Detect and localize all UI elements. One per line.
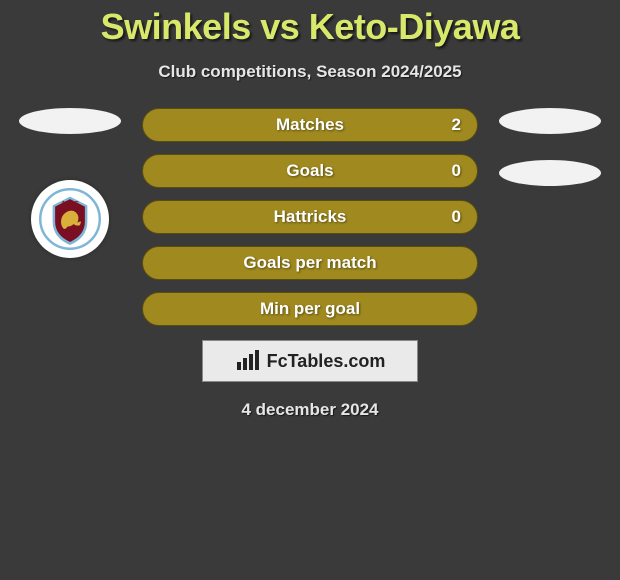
player2-name: Keto-Diyawa [309, 6, 520, 47]
stat-label: Min per goal [260, 299, 360, 319]
stat-label: Matches [276, 115, 344, 135]
vs-label: vs [260, 6, 299, 47]
stat-bar: Goals per match [142, 246, 478, 280]
player1-name: Swinkels [101, 6, 251, 47]
stat-bar: Goals 0 [142, 154, 478, 188]
right-column [480, 108, 620, 326]
svg-text:AVFC: AVFC [61, 200, 79, 207]
stat-value-right: 0 [452, 161, 461, 181]
stat-label: Hattricks [274, 207, 347, 227]
stat-bar: Hattricks 0 [142, 200, 478, 234]
avfc-crest-icon: AVFC [39, 188, 101, 250]
right-pill-2 [499, 160, 601, 186]
date-label: 4 december 2024 [241, 400, 378, 420]
stat-label: Goals [286, 161, 333, 181]
subtitle: Club competitions, Season 2024/2025 [158, 62, 461, 82]
brand-box: FcTables.com [202, 340, 418, 382]
brand-text: FcTables.com [267, 351, 386, 372]
right-pill-1 [499, 108, 601, 134]
left-column: AVFC [0, 108, 140, 326]
stat-bar: Min per goal [142, 292, 478, 326]
club-badge-left: AVFC [31, 180, 109, 258]
left-pill-1 [19, 108, 121, 134]
stat-label: Goals per match [243, 253, 376, 273]
stat-bar: Matches 2 [142, 108, 478, 142]
stat-value-right: 2 [452, 115, 461, 135]
comparison-title: Swinkels vs Keto-Diyawa [101, 6, 520, 48]
bars-icon [235, 350, 261, 372]
stat-value-right: 0 [452, 207, 461, 227]
stats-column: Matches 2 Goals 0 Hattricks 0 Goals per match M… [140, 108, 480, 326]
